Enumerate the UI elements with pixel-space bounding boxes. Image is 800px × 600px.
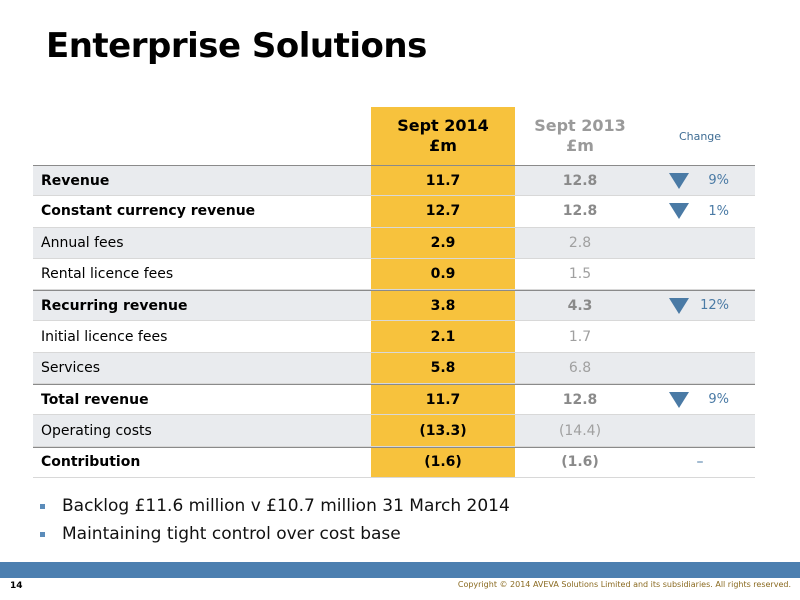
value-2013: 1.5 — [568, 266, 592, 283]
row-label: Recurring revenue — [41, 297, 188, 314]
table-row: Contribution (1.6) (1.6) – — [33, 446, 755, 478]
page-number: 14 — [10, 581, 23, 591]
row-label: Operating costs — [41, 422, 152, 439]
value-2014: 12.7 — [371, 196, 515, 227]
bullet-item: Maintaining tight control over cost base — [40, 520, 510, 548]
change-cell — [645, 353, 755, 383]
header-col2-period: Sept 2013 — [534, 116, 626, 135]
change-value: 9% — [708, 173, 729, 189]
row-label: Revenue — [41, 172, 110, 189]
down-arrow-icon — [669, 391, 689, 408]
value-2013: 2.8 — [568, 234, 592, 251]
change-value: – — [696, 454, 704, 471]
bullet-text: Backlog £11.6 million v £10.7 million 31… — [62, 496, 510, 516]
change-value: 12% — [700, 298, 729, 314]
header-change: Change — [678, 129, 722, 143]
change-cell: – — [645, 448, 755, 477]
bullet-square-icon — [40, 504, 45, 509]
header-col1-unit: £m — [429, 136, 457, 155]
header-sept-2013: Sept 2013 £m — [515, 107, 645, 165]
financial-table: Sept 2014 £m Sept 2013 £m Change Revenue… — [33, 107, 755, 478]
header-sept-2014: Sept 2014 £m — [371, 107, 515, 165]
value-2013: 6.8 — [568, 359, 592, 376]
value-2013: 12.8 — [562, 391, 598, 408]
row-label: Contribution — [41, 454, 141, 471]
value-2014: 3.8 — [371, 291, 515, 321]
change-cell — [645, 415, 755, 445]
change-cell: 12% — [645, 291, 755, 320]
table-row: Initial licence fees 2.1 1.7 — [33, 321, 755, 353]
change-cell — [645, 259, 755, 289]
row-label: Total revenue — [41, 391, 149, 408]
page-title: Enterprise Solutions — [46, 26, 427, 66]
value-2013: (1.6) — [561, 454, 599, 471]
bullet-item: Backlog £11.6 million v £10.7 million 31… — [40, 492, 510, 520]
change-value: 1% — [708, 203, 729, 219]
copyright-notice: Copyright © 2014 AVEVA Solutions Limited… — [457, 580, 791, 589]
table-row: Revenue 11.7 12.8 9% — [33, 165, 755, 197]
value-2014: 2.1 — [371, 321, 515, 352]
value-2014: (13.3) — [371, 415, 515, 446]
table-row: Services 5.8 6.8 — [33, 352, 755, 385]
bullet-list: Backlog £11.6 million v £10.7 million 31… — [40, 492, 510, 548]
table-row: Annual fees 2.9 2.8 — [33, 227, 755, 259]
value-2013: 4.3 — [567, 297, 593, 314]
value-2013: 12.8 — [562, 172, 598, 189]
change-cell: 1% — [645, 196, 755, 226]
footer-bar — [0, 562, 800, 578]
down-arrow-icon — [669, 172, 689, 189]
value-2014: 2.9 — [371, 227, 515, 258]
down-arrow-icon — [669, 203, 689, 220]
table-header: Sept 2014 £m Sept 2013 £m Change — [33, 107, 755, 165]
table-row: Operating costs (13.3) (14.4) — [33, 415, 755, 447]
row-label: Initial licence fees — [41, 328, 168, 345]
value-2013: 1.7 — [568, 328, 592, 345]
row-label: Constant currency revenue — [41, 203, 256, 220]
header-col2-unit: £m — [566, 136, 594, 155]
value-2014: 0.9 — [371, 258, 515, 290]
table-row: Constant currency revenue 12.7 12.8 1% — [33, 196, 755, 228]
table-row: Recurring revenue 3.8 4.3 12% — [33, 290, 755, 322]
value-2013: 12.8 — [562, 203, 598, 220]
row-label: Services — [41, 359, 101, 376]
value-2014: (1.6) — [371, 447, 515, 477]
value-2014: 11.7 — [371, 385, 515, 415]
value-2014: 11.7 — [371, 166, 515, 196]
change-value: 9% — [708, 392, 729, 408]
row-label: Rental licence fees — [41, 266, 174, 283]
change-cell: 9% — [645, 385, 755, 414]
bullet-square-icon — [40, 532, 45, 537]
value-2013: (14.4) — [558, 422, 602, 439]
header-col1-period: Sept 2014 — [397, 116, 489, 135]
change-cell — [645, 228, 755, 258]
value-2014: 5.8 — [371, 352, 515, 384]
change-cell: 9% — [645, 166, 755, 195]
down-arrow-icon — [669, 297, 689, 314]
table-row: Rental licence fees 0.9 1.5 — [33, 258, 755, 291]
bullet-text: Maintaining tight control over cost base — [62, 524, 401, 544]
table-row: Total revenue 11.7 12.8 9% — [33, 384, 755, 416]
row-label: Annual fees — [41, 234, 124, 251]
change-cell — [645, 321, 755, 351]
